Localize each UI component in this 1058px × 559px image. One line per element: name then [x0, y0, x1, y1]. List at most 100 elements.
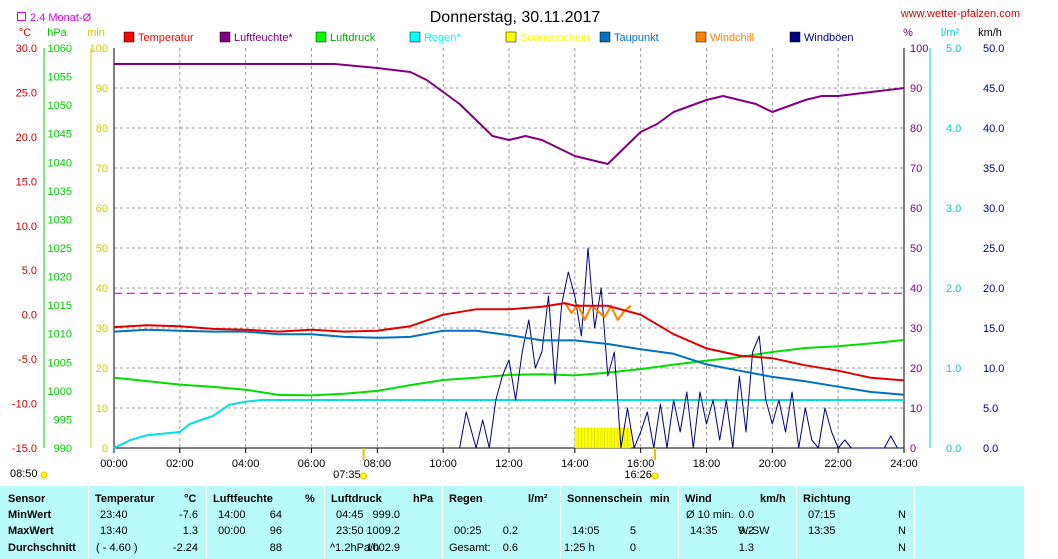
rain-total-value: 0.6: [502, 542, 518, 554]
pressure-tick-label: 990: [54, 443, 72, 455]
sunshine-bar: [597, 427, 602, 449]
x-tick-label: 16:00: [627, 458, 655, 470]
weather-chart: 00:00 02:00 04:00 06:00 08:00 10:00 12:00 14:00…: [10, 8, 1020, 481]
temp-min-time: 23:40: [100, 509, 128, 521]
temperature-unit-label: °C: [19, 27, 31, 39]
humidity-tick-label: 40: [910, 283, 922, 295]
sunshine-max-value: 5: [629, 525, 636, 537]
pressure-tick-label: 1020: [48, 272, 72, 284]
sunshine-tick-label: 60: [96, 203, 108, 215]
x-tick-label: 02:00: [166, 458, 194, 470]
humidity-tick-label: 60: [910, 203, 922, 215]
sunrise-icon: [360, 472, 368, 480]
humidity-unit: %: [305, 493, 315, 505]
sunset-icon: [651, 472, 659, 480]
row-label-max: MaxWert: [8, 525, 54, 537]
temp-max-value: 1.3: [182, 525, 198, 537]
x-tick-label: 08:00: [364, 458, 392, 470]
wind-max-value: 9.2: [738, 525, 754, 537]
wind-tick-label: 25.0: [983, 243, 1004, 255]
sunshine-bar: [611, 427, 615, 449]
rain-unit: l/m²: [528, 493, 548, 505]
day-length: 08:50: [10, 468, 38, 480]
wind-header: Wind: [685, 493, 712, 505]
temp-unit: °C: [184, 493, 197, 505]
pressure-trend: ^1.2hPa/h: [330, 542, 380, 554]
pressure-tick-label: 1010: [48, 329, 72, 341]
x-tick-label: 14:00: [561, 458, 589, 470]
wind-tick-label: 50.0: [983, 43, 1004, 55]
pressure-tick-label: 1035: [48, 186, 72, 198]
humidity-tick-label: 0: [910, 443, 916, 455]
x-tick-label: 00:00: [100, 458, 128, 470]
x-tick-label: 18:00: [693, 458, 721, 470]
x-tick-label: 20:00: [759, 458, 787, 470]
rain-tick-label: 4.0: [946, 123, 961, 135]
pressure-min-time: 04:45: [336, 509, 364, 521]
pressure-unit-label: hPa: [47, 27, 67, 39]
sunshine-tick-label: 90: [96, 83, 108, 95]
sunshine-unit: min: [650, 493, 670, 505]
series-line-regen: [113, 399, 904, 449]
pressure-tick-label: 995: [54, 414, 72, 426]
pressure-unit: hPa: [413, 493, 434, 505]
humidity-unit-label: %: [903, 27, 913, 39]
sunshine-bar: [601, 427, 605, 449]
series-line-taupunkt: [113, 328, 905, 396]
series-line-temperatur: [113, 302, 905, 382]
temperature-tick-label: -10.0: [12, 399, 37, 411]
temp-avg-value: -2.24: [172, 542, 198, 554]
pressure-tick-label: 1005: [48, 357, 72, 369]
legend-label: Windböen: [804, 32, 854, 44]
wind-max-direction: W-SW: [738, 525, 770, 537]
series-line-windben: [459, 247, 904, 449]
rain-tick-label: 1.0: [946, 363, 961, 375]
legend-swatch: [219, 31, 231, 43]
temperature-tick-label: -15.0: [12, 443, 37, 455]
wind-tick-label: 45.0: [983, 83, 1004, 95]
sunshine-tick-label: 70: [96, 163, 108, 175]
sensor-header: Sensor: [8, 493, 46, 505]
sunshine-bar: [587, 427, 592, 449]
series-line-windchill: [564, 302, 632, 321]
x-tick-label: 10:00: [429, 458, 457, 470]
wind-unit: km/h: [760, 493, 786, 505]
monthly-average-label: 2.4 Monat-Ø: [30, 12, 92, 24]
sunshine-tick-label: 100: [90, 43, 108, 55]
sunshine-bar: [604, 427, 608, 449]
pressure-tick-label: 1030: [48, 214, 72, 226]
series-line-luftdruck: [113, 339, 905, 397]
sunshine-tick-label: 10: [96, 403, 108, 415]
x-tick-label: 04:00: [232, 458, 260, 470]
wind-tick-label: 30.0: [983, 203, 1004, 215]
legend-label: Regen*: [424, 32, 461, 44]
temp-max-time: 13:40: [100, 525, 128, 537]
series-line-luftfeuchte: [114, 63, 905, 165]
sunshine-tick-label: 40: [96, 283, 108, 295]
temperature-tick-label: 25.0: [16, 87, 37, 99]
temp-avg-note: ( - 4.60 ): [96, 542, 138, 554]
sunshine-tick-label: 80: [96, 123, 108, 135]
direction-min-time: 07:15: [808, 509, 836, 521]
x-tick-label: 06:00: [298, 458, 326, 470]
wind-tick-label: 15.0: [983, 323, 1004, 335]
wind-min-value: 0.0: [738, 509, 754, 521]
wind-unit-label: km/h: [978, 27, 1002, 39]
humidity-tick-label: 90: [910, 83, 922, 95]
legend-label: Taupunkt: [614, 32, 659, 44]
rain-max-time: 00:25: [454, 525, 482, 537]
sunshine-max-time: 14:05: [572, 525, 600, 537]
humidity-tick-label: 70: [910, 163, 922, 175]
sunrise-time: 07:35: [333, 469, 361, 481]
pressure-tick-label: 1025: [48, 243, 72, 255]
humidity-min-time: 14:00: [218, 509, 246, 521]
temperature-tick-label: 15.0: [16, 176, 37, 188]
legend-label: Sonnenschein: [520, 32, 590, 44]
temperature-tick-label: 30.0: [16, 43, 37, 55]
sunshine-tick-label: 30: [96, 323, 108, 335]
rain-tick-label: 2.0: [946, 283, 961, 295]
row-label-avg: Durchschnitt: [8, 542, 76, 554]
statistics-table: Sensor MinWert MaxWert Durchschnitt Temp…: [0, 486, 1024, 559]
sunshine-tick-label: 0: [102, 443, 108, 455]
pressure-tick-label: 1015: [48, 300, 72, 312]
